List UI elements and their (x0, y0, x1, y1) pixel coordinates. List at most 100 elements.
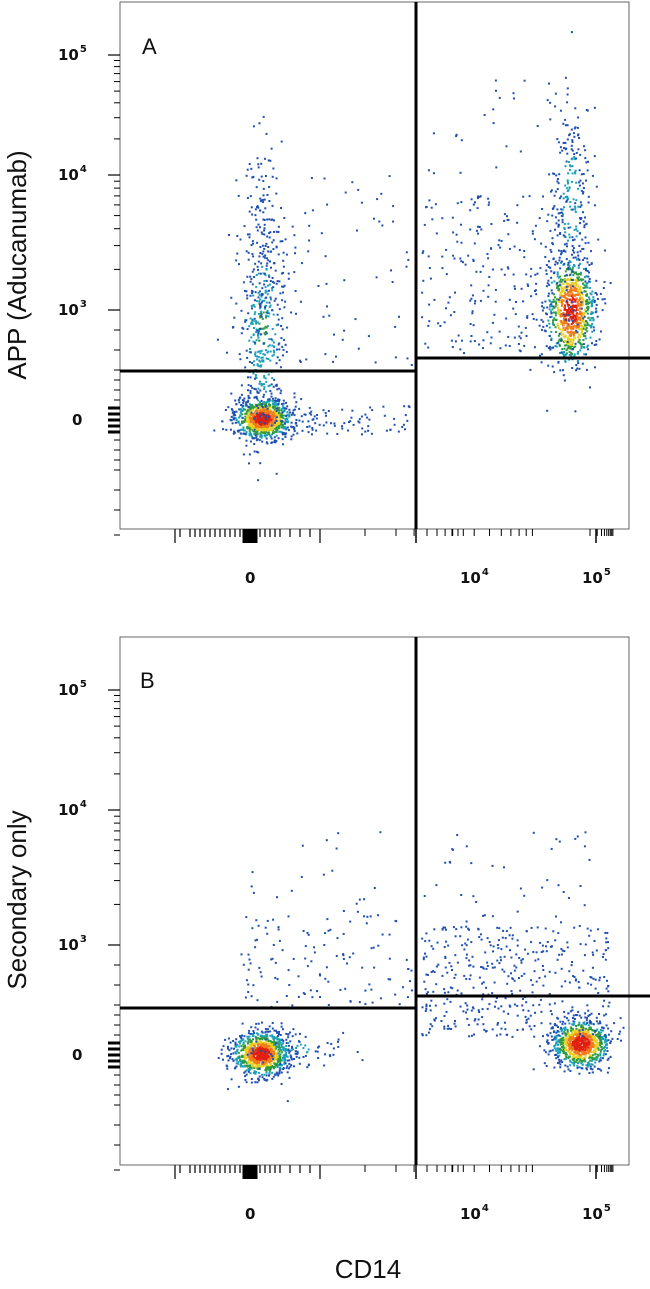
event-point (265, 412, 268, 414)
event-point (277, 231, 280, 233)
event-point (570, 180, 573, 183)
event-point (274, 417, 277, 420)
event-point (565, 1038, 568, 1041)
event-point (346, 962, 348, 965)
event-point (582, 326, 585, 329)
y-tick-exponent: 3 (80, 299, 87, 310)
event-point (584, 290, 587, 293)
event-point (258, 1041, 261, 1044)
event-point (601, 309, 604, 312)
event-point (538, 324, 541, 327)
event-point (285, 407, 288, 410)
event-point (258, 359, 261, 362)
event-point (239, 432, 242, 435)
event-point (261, 1042, 263, 1044)
event-point (258, 1079, 260, 1082)
event-point (254, 1072, 257, 1075)
event-point (567, 314, 570, 317)
event-point (571, 236, 574, 239)
event-point (499, 347, 502, 350)
event-point (269, 1044, 272, 1047)
event-point (254, 431, 257, 433)
event-point (570, 31, 573, 34)
event-point (573, 264, 576, 267)
event-point (559, 1039, 562, 1042)
event-point (536, 125, 539, 127)
event-point (278, 406, 281, 409)
event-point (275, 423, 278, 426)
event-point (235, 1062, 238, 1065)
event-point (451, 216, 454, 219)
event-point (253, 443, 256, 445)
event-point (573, 1037, 576, 1040)
event-point (266, 1063, 269, 1066)
event-point (590, 1063, 593, 1066)
event-point (259, 252, 262, 254)
event-point (262, 250, 265, 253)
event-point (283, 1056, 286, 1059)
event-point (271, 287, 273, 290)
event-point (579, 201, 582, 204)
event-point (267, 373, 270, 376)
event-point (272, 239, 275, 242)
event-point (266, 310, 269, 312)
event-point (294, 405, 297, 408)
event-point (247, 1041, 250, 1044)
event-point (595, 303, 598, 306)
event-point (298, 1062, 301, 1065)
event-point (290, 413, 293, 416)
event-point (603, 1035, 606, 1038)
event-point (582, 313, 584, 316)
event-point (232, 432, 235, 435)
event-point (561, 289, 564, 292)
event-point (562, 311, 565, 314)
event-point (348, 421, 350, 424)
event-point (317, 285, 320, 287)
event-point (454, 291, 456, 294)
event-point (287, 277, 290, 280)
event-point (580, 279, 583, 282)
event-point (392, 220, 395, 223)
event-point (575, 308, 578, 311)
event-point (253, 419, 256, 422)
event-point (262, 421, 265, 424)
event-point (244, 1079, 247, 1081)
event-point (455, 233, 458, 236)
event-point (279, 392, 282, 395)
event-point (274, 427, 277, 430)
event-point (279, 240, 282, 243)
event-point (477, 195, 479, 198)
event-point (486, 253, 489, 255)
event-point (273, 1044, 275, 1046)
event-point (567, 172, 570, 175)
event-point (598, 338, 601, 341)
event-point (272, 248, 275, 251)
event-point (566, 303, 569, 306)
event-point (234, 1043, 237, 1046)
event-point (263, 219, 266, 221)
event-point (579, 262, 582, 265)
event-point (264, 1048, 267, 1051)
event-point (269, 1030, 272, 1033)
event-point (571, 367, 574, 369)
event-point (553, 1036, 556, 1039)
event-point (545, 269, 548, 272)
event-point (591, 1068, 594, 1071)
event-point (494, 300, 497, 303)
event-point (294, 246, 297, 249)
event-point (571, 352, 573, 355)
event-point (590, 1059, 593, 1062)
event-point (327, 1004, 330, 1006)
event-point (596, 1034, 599, 1037)
event-point (247, 384, 250, 387)
event-point (555, 331, 557, 333)
event-point (590, 1033, 593, 1036)
event-point (557, 1039, 560, 1042)
event-point (341, 427, 344, 430)
event-point (606, 1047, 608, 1049)
event-point (341, 338, 344, 341)
event-point (584, 286, 587, 289)
event-point (606, 1058, 609, 1061)
event-point (270, 1047, 273, 1050)
event-point (281, 317, 284, 320)
